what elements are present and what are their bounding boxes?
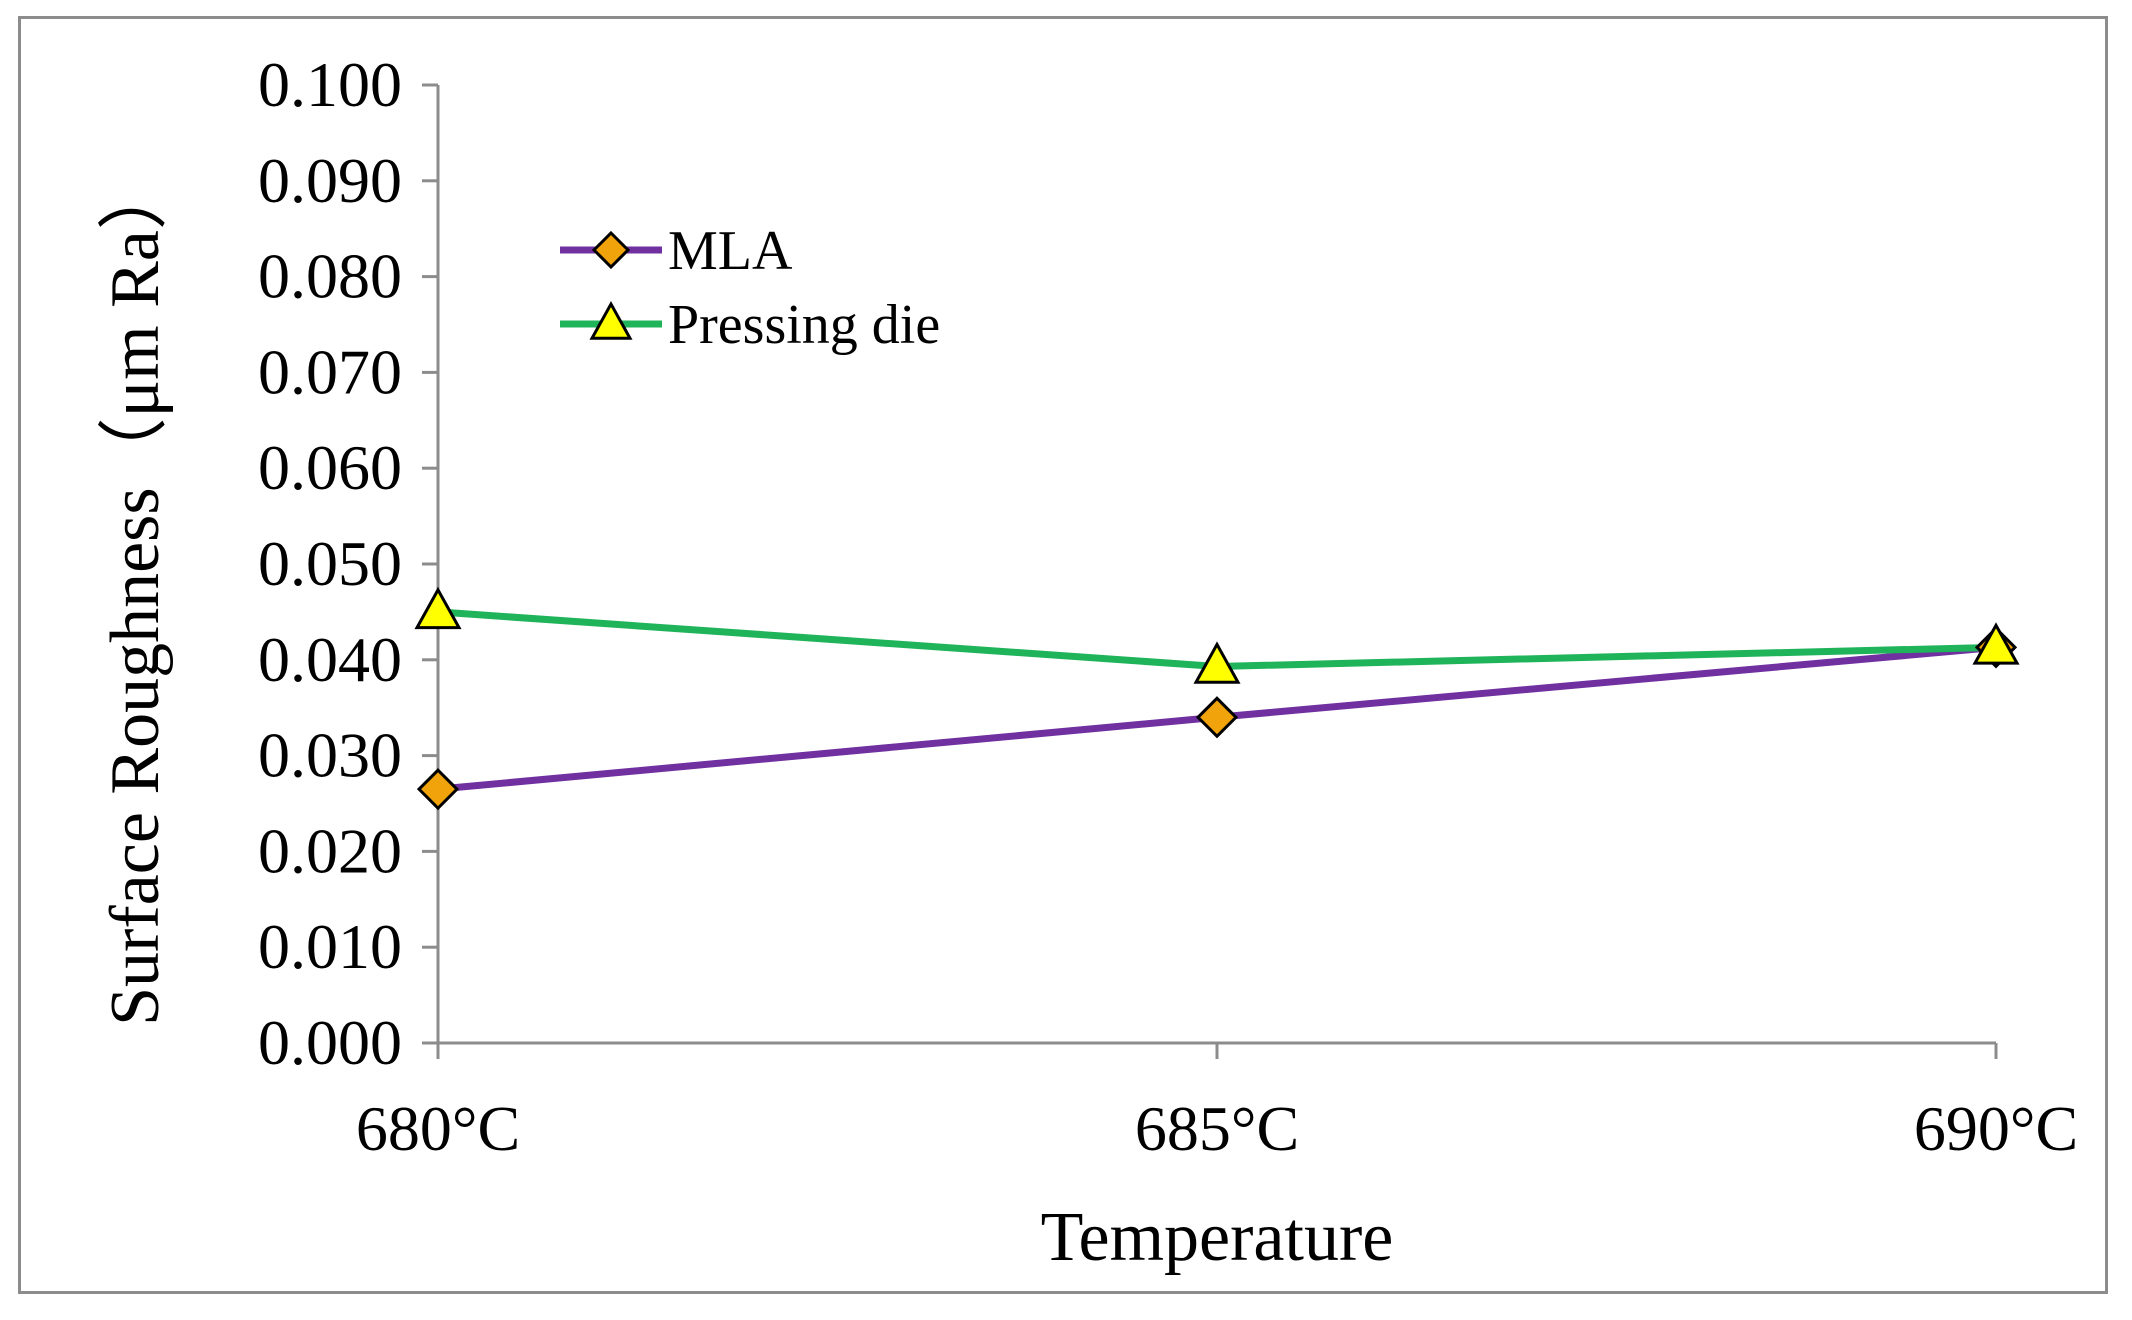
x-axis-title: Temperature: [1041, 1199, 1394, 1276]
y-tick-label: 0.080: [258, 241, 402, 312]
y-tick-label: 0.010: [258, 911, 402, 982]
y-tick-label: 0.100: [258, 49, 402, 120]
y-tick-label: 0.060: [258, 432, 402, 503]
y-tick-label: 0.000: [258, 1007, 402, 1078]
y-tick-label: 0.040: [258, 624, 402, 695]
legend-marker-icon: [589, 300, 633, 340]
y-tick-label: 0.050: [258, 528, 402, 599]
legend-label: MLA: [668, 220, 793, 282]
legend-marker-icon: [591, 230, 631, 270]
data-point-pressing-die: [1193, 641, 1241, 684]
data-point-mla: [1195, 696, 1239, 739]
x-tick-label: 685°C: [1135, 1093, 1299, 1164]
y-tick-label: 0.020: [258, 815, 402, 886]
data-point-mla: [416, 768, 460, 811]
data-point-pressing-die: [414, 586, 462, 630]
x-tick-label: 680°C: [356, 1093, 520, 1164]
y-axis-title: Surface Roughness（μm Ra）: [97, 160, 174, 1026]
legend-label: Pressing die: [668, 294, 940, 356]
data-point-pressing-die: [1972, 622, 2020, 665]
y-tick-label: 0.070: [258, 336, 402, 407]
y-tick-label: 0.090: [258, 145, 402, 216]
y-tick-label: 0.030: [258, 720, 402, 791]
legend: MLA Pressing die: [560, 220, 940, 356]
x-axis-ticks: 680°C 685°C 690°C: [356, 1043, 2078, 1164]
series-group: [414, 586, 2020, 811]
y-axis-ticks: 0.000 0.010 0.020 0.030 0.040 0.050 0.060 0.070…: [258, 49, 438, 1078]
x-tick-label: 690°C: [1914, 1093, 2078, 1164]
